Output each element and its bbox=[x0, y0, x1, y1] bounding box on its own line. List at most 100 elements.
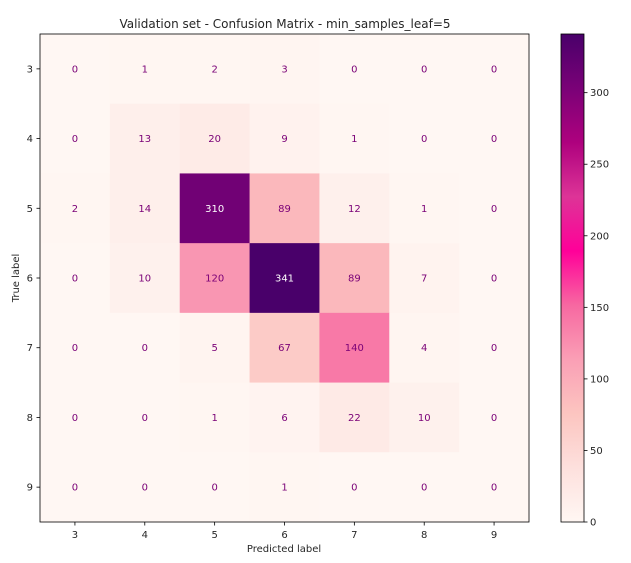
cell-value-label: 0 bbox=[491, 483, 497, 494]
heatmap-cell bbox=[459, 243, 530, 314]
heatmap-cell bbox=[249, 312, 320, 384]
cell-value-label: 1 bbox=[142, 64, 148, 75]
heatmap-cell bbox=[389, 452, 460, 523]
heatmap-cell bbox=[109, 452, 181, 523]
y-tick-label: 3 bbox=[27, 64, 33, 75]
cell-value-label: 0 bbox=[72, 64, 78, 75]
heatmap-cell bbox=[389, 34, 460, 105]
cell-value-label: 140 bbox=[345, 343, 364, 354]
x-tick-label: 3 bbox=[72, 530, 78, 541]
heatmap-cell bbox=[109, 312, 181, 384]
cell-value-label: 0 bbox=[142, 343, 148, 354]
cell-value-label: 0 bbox=[72, 413, 78, 424]
cell-value-label: 310 bbox=[205, 204, 224, 215]
cell-value-label: 1 bbox=[211, 413, 217, 424]
cell-value-label: 0 bbox=[491, 64, 497, 75]
heatmap-cell bbox=[109, 173, 181, 244]
cell-value-label: 20 bbox=[208, 134, 221, 145]
chart-title: Validation set - Confusion Matrix - min_… bbox=[119, 17, 450, 31]
heatmap-cell bbox=[459, 452, 530, 523]
heatmap-cell bbox=[389, 173, 460, 244]
cell-value-label: 67 bbox=[278, 343, 291, 354]
heatmap-cell bbox=[109, 34, 181, 105]
heatmap-cell bbox=[109, 103, 181, 174]
heatmap-cell bbox=[249, 103, 320, 174]
cell-value-label: 4 bbox=[421, 343, 427, 354]
heatmap-cell bbox=[249, 34, 320, 105]
cell-value-label: 0 bbox=[142, 483, 148, 494]
y-tick-label: 5 bbox=[27, 204, 33, 215]
x-tick-label: 8 bbox=[421, 530, 427, 541]
colorbar-tick-label: 50 bbox=[590, 446, 603, 457]
colorbar-tick-label: 200 bbox=[590, 231, 609, 242]
cell-value-label: 0 bbox=[72, 483, 78, 494]
colorbar-tick-label: 300 bbox=[590, 88, 609, 99]
y-tick-label: 6 bbox=[27, 274, 33, 285]
heatmap-cell bbox=[109, 382, 181, 453]
cell-value-label: 13 bbox=[138, 134, 151, 145]
colorbar-tick-label: 250 bbox=[590, 160, 609, 171]
heatmap-cell bbox=[179, 452, 251, 523]
cell-value-label: 120 bbox=[205, 274, 224, 285]
cell-value-label: 2 bbox=[72, 204, 78, 215]
cell-value-label: 0 bbox=[211, 483, 217, 494]
x-tick-label: 6 bbox=[281, 530, 287, 541]
y-axis-label: True label bbox=[11, 254, 22, 304]
heatmap-cell bbox=[319, 452, 390, 523]
cell-value-label: 1 bbox=[421, 204, 427, 215]
cell-value-label: 10 bbox=[138, 274, 151, 285]
cell-value-label: 0 bbox=[491, 343, 497, 354]
cell-value-label: 6 bbox=[281, 413, 287, 424]
heatmap-cell bbox=[40, 452, 111, 523]
x-tick-label: 5 bbox=[211, 530, 217, 541]
cell-value-label: 10 bbox=[418, 413, 431, 424]
heatmap-cell bbox=[319, 173, 390, 244]
colorbar-tick-label: 150 bbox=[590, 303, 609, 314]
cell-value-label: 0 bbox=[351, 64, 357, 75]
heatmap-cell bbox=[249, 382, 320, 453]
heatmap-cell bbox=[319, 312, 390, 384]
heatmap-cell bbox=[319, 382, 390, 453]
y-tick-label: 7 bbox=[27, 343, 33, 354]
heatmap-cell bbox=[179, 382, 251, 453]
cell-value-label: 3 bbox=[281, 64, 287, 75]
cell-value-label: 0 bbox=[491, 204, 497, 215]
colorbar-tick-label: 0 bbox=[590, 518, 596, 529]
colorbar-ticks: 0 50 100 150 200 250 300 bbox=[584, 88, 609, 529]
heatmap-cell bbox=[40, 312, 111, 384]
cell-value-label: 0 bbox=[72, 274, 78, 285]
x-axis-label: Predicted label bbox=[247, 544, 321, 555]
x-axis-ticks: 3 4 5 6 7 8 9 bbox=[72, 522, 497, 541]
cell-value-label: 0 bbox=[491, 134, 497, 145]
heatmap-cell bbox=[40, 34, 111, 105]
cell-value-label: 341 bbox=[275, 274, 294, 285]
y-tick-label: 8 bbox=[27, 413, 33, 424]
cell-value-label: 12 bbox=[348, 204, 361, 215]
heatmap-cell bbox=[319, 243, 390, 314]
cell-value-label: 0 bbox=[351, 483, 357, 494]
heatmap-cell bbox=[179, 103, 251, 174]
heatmap-cell bbox=[179, 312, 251, 384]
y-axis-ticks: 3 4 5 6 7 8 9 bbox=[27, 64, 40, 494]
heatmap-cell bbox=[319, 34, 390, 105]
heatmap-cell bbox=[40, 103, 111, 174]
heatmap-cell bbox=[249, 452, 320, 523]
heatmap-cell bbox=[40, 243, 111, 314]
heatmap-cells bbox=[40, 34, 530, 523]
cell-value-label: 0 bbox=[491, 274, 497, 285]
cell-value-label: 0 bbox=[142, 413, 148, 424]
cell-value-label: 0 bbox=[421, 483, 427, 494]
heatmap-cell bbox=[109, 243, 181, 314]
heatmap-cell bbox=[40, 173, 111, 244]
heatmap-cell bbox=[459, 382, 530, 453]
cell-value-label: 0 bbox=[421, 134, 427, 145]
heatmap-cell bbox=[389, 243, 460, 314]
cell-value-label: 0 bbox=[72, 343, 78, 354]
colorbar-tick-label: 100 bbox=[590, 374, 609, 385]
y-tick-label: 4 bbox=[27, 134, 33, 145]
cell-value-label: 5 bbox=[211, 343, 217, 354]
cell-value-label: 7 bbox=[421, 274, 427, 285]
heatmap-cell bbox=[249, 243, 320, 314]
heatmap-cell bbox=[459, 312, 530, 384]
heatmap-cell bbox=[389, 103, 460, 174]
